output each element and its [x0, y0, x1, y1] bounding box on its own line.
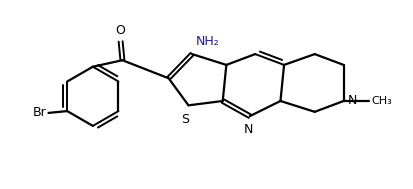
Text: NH₂: NH₂ [196, 35, 219, 48]
Text: O: O [116, 24, 126, 37]
Text: S: S [181, 113, 189, 126]
Text: N: N [243, 123, 253, 136]
Text: CH₃: CH₃ [371, 96, 392, 106]
Text: N: N [348, 94, 357, 108]
Text: Br: Br [33, 106, 46, 119]
